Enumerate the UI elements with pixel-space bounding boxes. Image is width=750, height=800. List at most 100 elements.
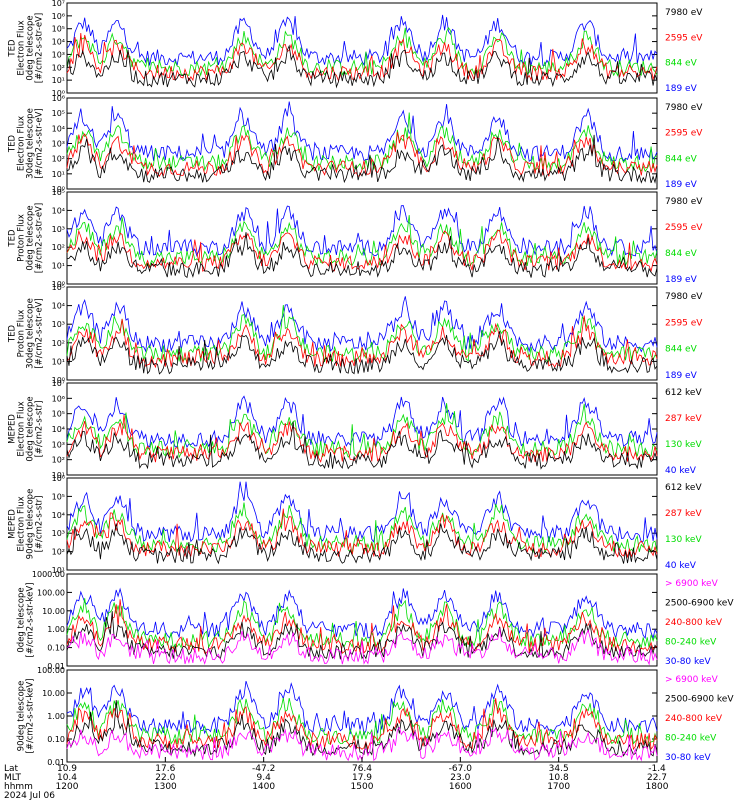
- x-tick-label: 22.7: [647, 773, 667, 783]
- y-tick-label: 100.00: [37, 588, 65, 597]
- y-tick-label: 100.00: [37, 666, 65, 675]
- y-axis-label-line: [#/cm2-s-str-eV]: [35, 298, 45, 368]
- panel-frame: [66, 669, 658, 763]
- y-tick-label: 10⁴: [52, 38, 65, 47]
- series-red: [66, 131, 658, 178]
- panel-frame: [66, 286, 658, 381]
- series-blue: [66, 481, 658, 543]
- y-tick-label: 10.00: [42, 689, 65, 698]
- y-axis-label-line: 30deg telescope: [26, 298, 36, 369]
- y-tick-label: 10¹: [52, 170, 65, 179]
- x-tick-label: 17.6: [155, 764, 175, 774]
- legend-green: 844 eV: [665, 345, 698, 355]
- y-tick-label: 10²: [52, 155, 65, 164]
- panel-3: 10⁰ 10¹ 10² 10³ 10⁴ 10⁵ TEDProton Flux0deg tel…: [8, 188, 704, 289]
- y-axis-label-line: 0deg telescope: [26, 396, 36, 461]
- legend-blue: 189 eV: [665, 84, 698, 94]
- y-axis-label-line: MEPED: [8, 509, 18, 539]
- y-tick-label: 10³: [52, 529, 65, 538]
- y-tick-label: 1000.00: [32, 570, 65, 579]
- y-tick-label: 10⁶: [52, 94, 65, 103]
- y-axis-label-line: 90deg telescope: [17, 681, 27, 752]
- y-tick-label: 10⁵: [52, 492, 65, 501]
- y-tick-label: 10²: [52, 548, 65, 557]
- y-axis-label-line: [#/cm2-s-str]: [35, 496, 45, 553]
- y-axis-label-line: Electron Flux: [17, 116, 27, 171]
- series-red: [66, 229, 658, 273]
- y-axis-label-line: [#/cm2-s-str-eV]: [35, 13, 45, 83]
- y-tick-label: 10⁴: [52, 206, 65, 215]
- series-green: [66, 304, 658, 363]
- y-tick-label: 10.00: [42, 607, 65, 616]
- y-tick-label: 10⁰: [52, 185, 65, 194]
- y-tick-label: 10⁵: [52, 410, 65, 419]
- series-magenta: [66, 726, 658, 762]
- y-tick-label: 10³: [52, 225, 65, 234]
- y-tick-label: 10¹: [52, 262, 65, 271]
- y-tick-label: 10¹: [52, 357, 65, 366]
- series-blue: [66, 680, 658, 736]
- panel-2: 10⁰ 10¹ 10² 10³ 10⁴ 10⁵ 10⁶ TEDElectron Flux30d…: [8, 94, 704, 194]
- y-tick-label: 10²: [52, 339, 65, 348]
- legend-black: 7980 eV: [665, 197, 703, 207]
- y-tick-label: 10³: [52, 50, 65, 59]
- legend-black: 2500-6900 keV: [665, 695, 734, 705]
- legend-blue: 40 keV: [665, 561, 697, 571]
- legend-blue: 30-80 keV: [665, 753, 711, 763]
- x-tick-label: 1400: [252, 782, 275, 792]
- y-tick-label: 10³: [52, 440, 65, 449]
- legend-magenta: > 6900 keV: [665, 675, 719, 685]
- y-tick-label: 10⁴: [52, 511, 65, 520]
- y-axis-label-line: Proton Flux: [17, 310, 27, 358]
- y-tick-label: 10²: [52, 456, 65, 465]
- series-black: [66, 331, 658, 375]
- y-axis-label-line: 90deg telescope: [26, 489, 36, 560]
- x-tick-label: 22.0: [155, 773, 175, 783]
- series-black: [66, 611, 658, 661]
- series-black: [66, 232, 658, 279]
- legend-black: 7980 eV: [665, 292, 703, 302]
- y-axis-label-line: Proton Flux: [17, 214, 27, 262]
- y-axis-label: TEDProton Flux0deg telescope[#/cm2-s-str…: [8, 203, 45, 273]
- x-tick-label: -1.4: [648, 764, 666, 774]
- x-tick-label: 9.4: [257, 773, 272, 783]
- y-tick-label: 0.01: [47, 758, 65, 767]
- y-axis-label-line: [#/cm2-s-str]: [35, 401, 45, 458]
- x-tick-label: 1700: [547, 782, 570, 792]
- legend-black: 7980 eV: [665, 8, 703, 18]
- series-blue: [66, 101, 658, 162]
- y-axis-label-line: TED: [8, 39, 18, 58]
- legend-black: 612 keV: [665, 483, 702, 493]
- y-tick-label: 10⁵: [52, 109, 65, 118]
- y-axis-label-line: MEPED: [8, 414, 18, 444]
- series-red: [66, 315, 658, 369]
- y-tick-label: 10⁴: [52, 302, 65, 311]
- legend-blue: 189 eV: [665, 275, 698, 285]
- y-axis-label-line: Electron Flux: [17, 20, 27, 75]
- x-row-label: Lat: [4, 764, 19, 774]
- x-tick-label: -47.2: [252, 764, 275, 774]
- x-tick-label: 23.0: [450, 773, 470, 783]
- panel-5: 10¹ 10² 10³ 10⁴ 10⁵ 10⁶ 10⁷ MEPEDElectron Flux0…: [8, 379, 703, 480]
- x-row-label: MLT: [4, 773, 22, 783]
- legend-red: 287 keV: [665, 414, 702, 424]
- series-blue: [66, 14, 658, 67]
- series-black: [66, 134, 658, 184]
- x-row-label: hhmm: [4, 782, 33, 792]
- legend-black: 612 keV: [665, 388, 702, 398]
- y-tick-label: 10⁵: [52, 283, 65, 292]
- series-blue: [66, 296, 658, 353]
- series-red: [66, 508, 658, 559]
- x-tick-label: 10.8: [549, 773, 569, 783]
- y-tick-label: 10⁰: [52, 280, 65, 289]
- y-axis-label: MEPEDElectron Flux0deg telescope[#/cm2-s…: [8, 396, 45, 461]
- panel-1: 10⁰ 10¹ 10² 10³ 10⁴ 10⁵ 10⁶ 10⁷ TEDElectron Flux…: [8, 0, 704, 98]
- y-axis-label: TEDElectron Flux0deg telescope[#/cm2-s-s…: [8, 13, 45, 83]
- panel-6: 10¹ 10² 10³ 10⁴ 10⁵ 10⁶ MEPEDElectron Flux90de…: [8, 474, 703, 575]
- legend-red: 2595 eV: [665, 318, 703, 328]
- y-axis-label-line: 0deg telescope: [17, 587, 27, 652]
- y-axis-label: TEDElectron Flux30deg telescope[#/cm2-s-…: [8, 108, 45, 179]
- y-tick-label: 10¹: [52, 76, 65, 85]
